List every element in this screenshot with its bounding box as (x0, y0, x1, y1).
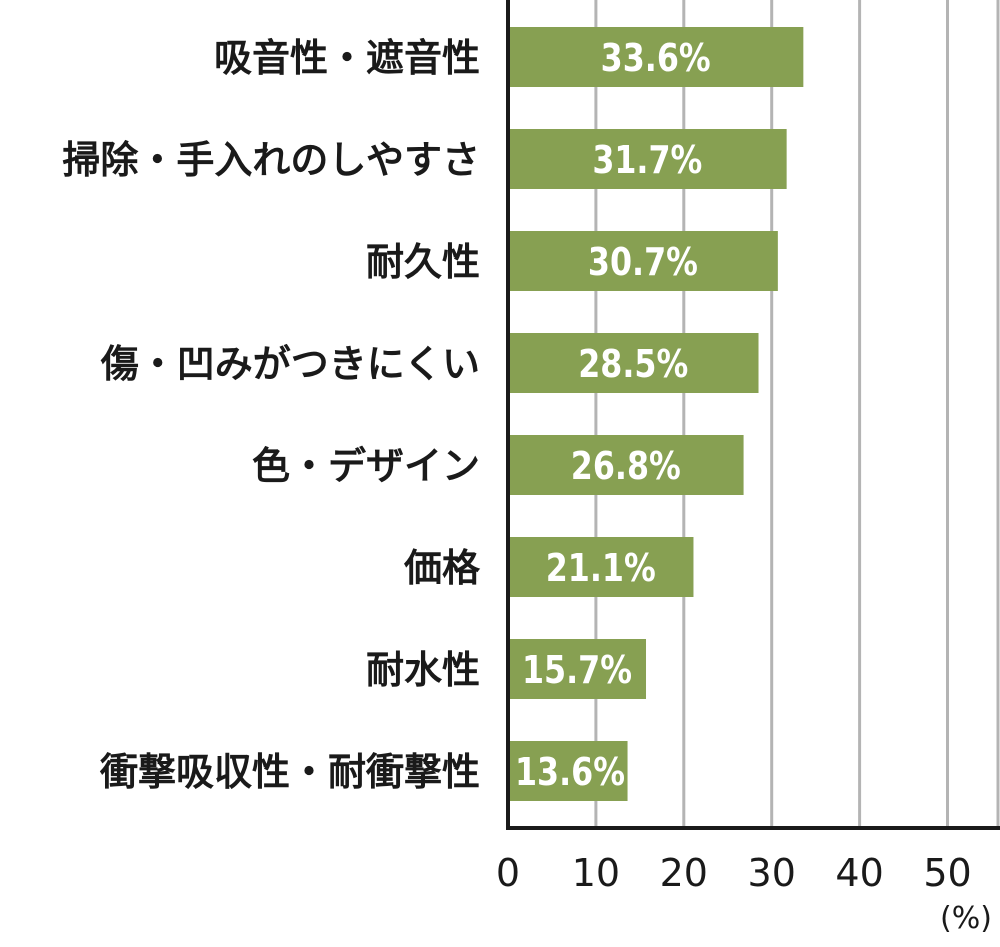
bar-5 (508, 537, 694, 597)
x-tick-labels: 0 10 20 30 40 50 (496, 851, 972, 895)
bar-6 (508, 639, 647, 699)
gridlines (594, 0, 1000, 828)
bar-0 (508, 27, 804, 87)
x-axis-unit-label: (%) (940, 901, 992, 936)
x-tick-label-10: 10 (572, 851, 620, 895)
bar-4 (508, 435, 744, 495)
x-tick-label-20: 20 (660, 851, 708, 895)
bar-7 (508, 741, 628, 801)
category-label-4: 色・デザイン (252, 444, 480, 488)
bar-data-label-3: 28.5% (578, 342, 688, 386)
bar-3 (508, 333, 759, 393)
category-label-1: 掃除・手入れのしやすさ (62, 138, 480, 182)
bar-data-label-2: 30.7% (588, 240, 698, 284)
bar-data-label-1: 31.7% (592, 138, 702, 182)
category-labels: 吸音性・遮音性掃除・手入れのしやすさ耐久性傷・凹みがつきにくい色・デザイン価格耐… (62, 36, 481, 794)
bar-data-label-0: 33.6% (601, 36, 711, 80)
bar-data-label-6: 15.7% (522, 648, 632, 692)
bar-data-label-4: 26.8% (571, 444, 681, 488)
category-label-6: 耐水性 (366, 648, 480, 692)
category-label-3: 傷・凹みがつきにくい (100, 342, 480, 386)
category-label-0: 吸音性・遮音性 (214, 36, 480, 80)
bars: 33.6% 31.7% 30.7% 28.5% 26.8% 21.1% 15.7% 13.6% (508, 27, 804, 801)
x-tick-label-50: 50 (923, 851, 971, 895)
x-tick-label-40: 40 (835, 851, 883, 895)
category-label-7: 衝撃吸収性・耐衝撃性 (99, 750, 480, 794)
bar-2 (508, 231, 778, 291)
bar-1 (508, 129, 787, 189)
bar-data-label-5: 21.1% (546, 546, 656, 590)
category-label-5: 価格 (403, 546, 481, 590)
category-label-2: 耐久性 (366, 240, 480, 284)
x-tick-label-0: 0 (496, 851, 520, 895)
x-tick-label-30: 30 (748, 851, 796, 895)
bar-data-label-7: 13.6% (515, 750, 625, 794)
